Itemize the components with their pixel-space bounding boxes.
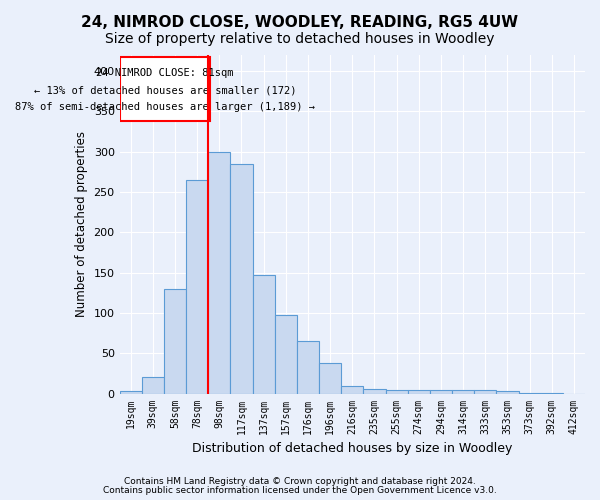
Text: 24, NIMROD CLOSE, WOODLEY, READING, RG5 4UW: 24, NIMROD CLOSE, WOODLEY, READING, RG5 …	[82, 15, 518, 30]
Bar	[408, 390, 430, 394]
Y-axis label: Number of detached properties: Number of detached properties	[75, 132, 88, 318]
Bar	[297, 341, 319, 394]
Text: 87% of semi-detached houses are larger (1,189) →: 87% of semi-detached houses are larger (…	[15, 102, 315, 112]
Bar	[208, 152, 230, 394]
Bar	[142, 378, 164, 394]
Bar	[430, 390, 452, 394]
Text: Size of property relative to detached houses in Woodley: Size of property relative to detached ho…	[105, 32, 495, 46]
Text: Contains public sector information licensed under the Open Government Licence v3: Contains public sector information licen…	[103, 486, 497, 495]
Bar	[186, 180, 208, 394]
Bar	[474, 390, 496, 394]
Bar	[364, 388, 386, 394]
Bar	[275, 314, 297, 394]
Bar	[496, 391, 518, 394]
Text: ← 13% of detached houses are smaller (172): ← 13% of detached houses are smaller (17…	[34, 86, 296, 96]
Bar	[119, 391, 142, 394]
Bar	[541, 392, 563, 394]
Bar	[341, 386, 364, 394]
FancyBboxPatch shape	[119, 56, 211, 121]
Text: 24 NIMROD CLOSE: 81sqm: 24 NIMROD CLOSE: 81sqm	[96, 68, 234, 78]
Bar	[319, 363, 341, 394]
Bar	[452, 390, 474, 394]
Bar	[230, 164, 253, 394]
Text: Contains HM Land Registry data © Crown copyright and database right 2024.: Contains HM Land Registry data © Crown c…	[124, 478, 476, 486]
Bar	[386, 390, 408, 394]
Bar	[518, 392, 541, 394]
Bar	[164, 289, 186, 394]
X-axis label: Distribution of detached houses by size in Woodley: Distribution of detached houses by size …	[192, 442, 512, 455]
Bar	[253, 275, 275, 394]
